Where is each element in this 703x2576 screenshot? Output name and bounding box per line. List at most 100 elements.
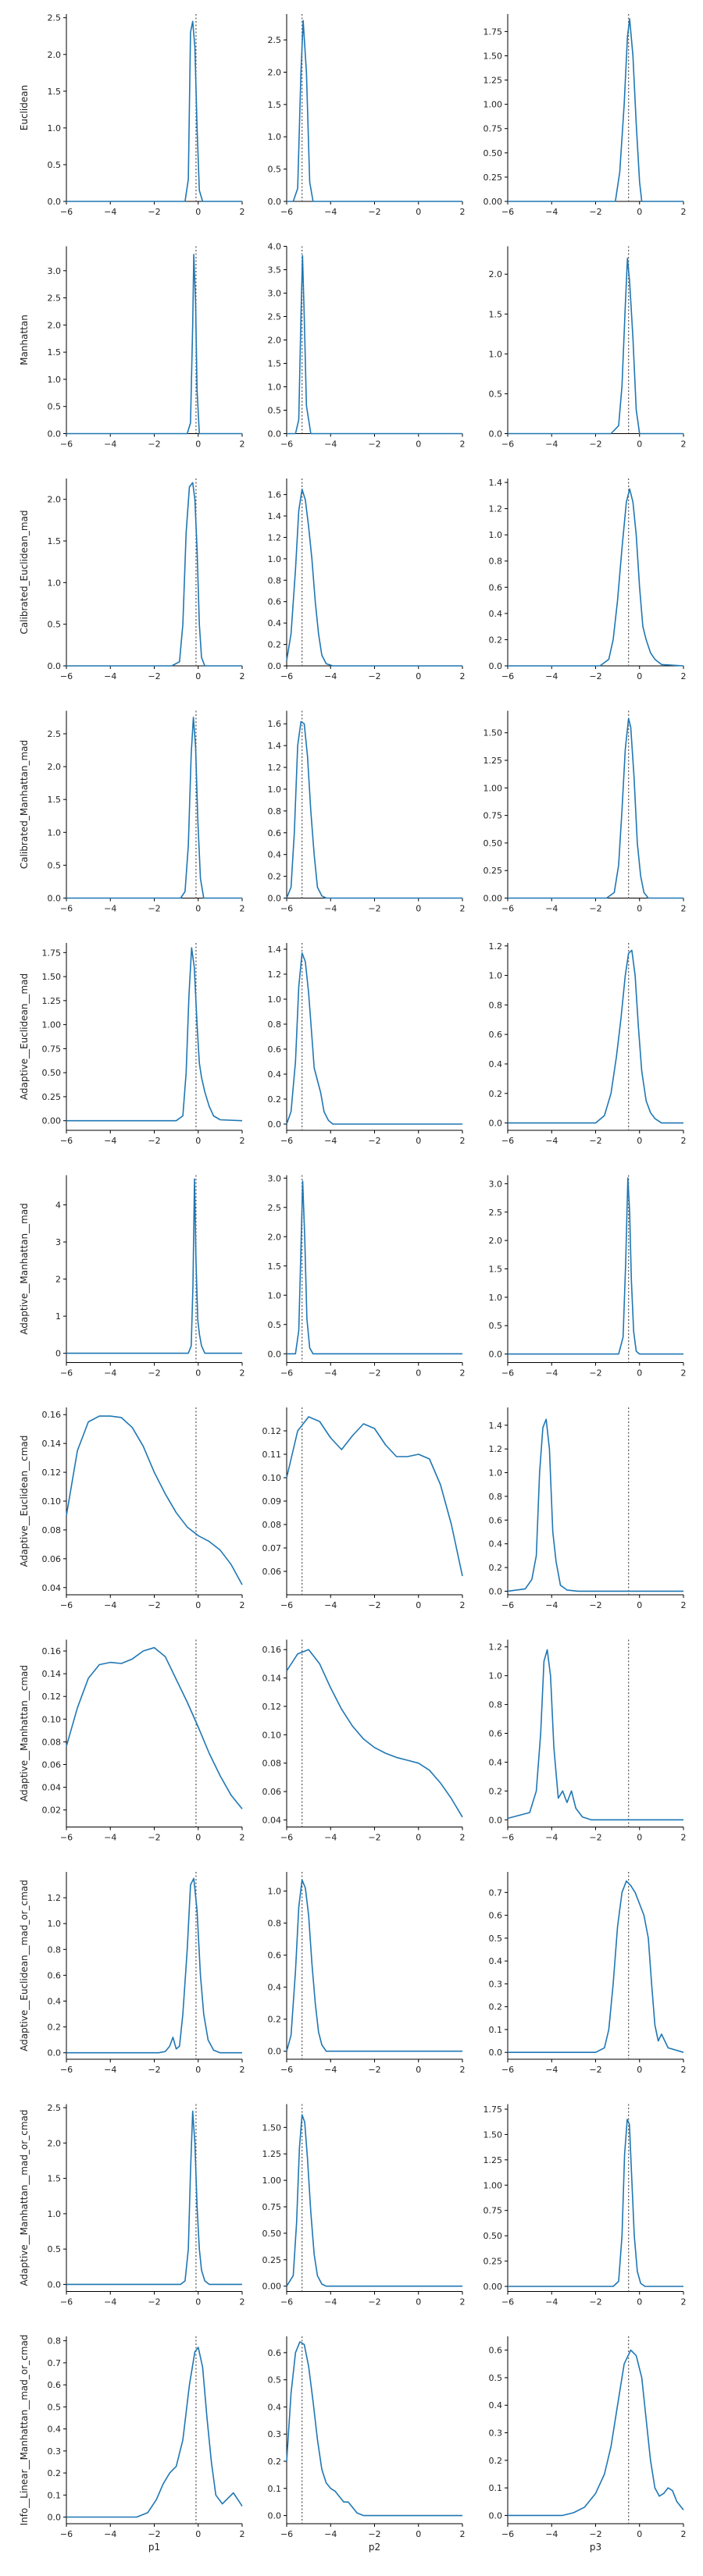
y-tick-label: 1.0 bbox=[268, 994, 282, 1005]
y-tick-label: 0.75 bbox=[262, 2202, 282, 2212]
y-tick-label: 0.8 bbox=[489, 1000, 503, 1010]
density-line bbox=[66, 2347, 243, 2518]
y-tick-label: 0.14 bbox=[42, 1669, 62, 1679]
x-tick-label: 2 bbox=[460, 904, 466, 914]
subplot-r6-c3: −6 −4 −2 0 2 0.0 0.5 1.0 1.5 2.0 2.5 3.0 bbox=[489, 1175, 687, 1379]
x-tick-label: −2 bbox=[148, 671, 160, 681]
x-tick-label: 0 bbox=[637, 904, 642, 914]
y-tick-label: 0.0 bbox=[489, 661, 503, 671]
y-tick-label: 1.2 bbox=[268, 532, 282, 543]
x-tick-label: −2 bbox=[148, 439, 160, 450]
y-tick-label: 0.4 bbox=[489, 1059, 503, 1069]
y-tick-label: 2.0 bbox=[48, 762, 62, 772]
x-tick-label: 2 bbox=[460, 671, 466, 681]
x-tick-label: 0 bbox=[195, 2529, 201, 2539]
y-tick-label: 1.50 bbox=[484, 728, 503, 738]
y-tick-label: 0.6 bbox=[489, 582, 503, 592]
x-tick-label: 2 bbox=[240, 2065, 245, 2075]
y-tick-label: 0.5 bbox=[48, 620, 62, 630]
y-tick-label: 0.16 bbox=[262, 1645, 282, 1655]
x-tick-label: −6 bbox=[60, 2065, 73, 2075]
x-tick-label: 2 bbox=[240, 1600, 245, 1610]
y-axis-label: Adaptive__Euclidean__mad_or_cmad bbox=[19, 1880, 30, 2051]
y-tick-label: 0.08 bbox=[42, 1737, 62, 1747]
x-tick-label: −2 bbox=[368, 207, 380, 217]
y-tick-label: 0.25 bbox=[42, 1092, 62, 1102]
density-line bbox=[507, 1649, 683, 1821]
x-tick-label: −6 bbox=[60, 1600, 73, 1610]
x-tick-label: 0 bbox=[195, 1368, 201, 1379]
x-tick-label: −4 bbox=[545, 2065, 558, 2075]
x-tick-label: −6 bbox=[280, 439, 293, 450]
subplot-r5-c1: −6 −4 −2 0 2 0.00 0.25 0.50 0.75 1.00 1.25 1.50 1.75… bbox=[19, 943, 245, 1146]
y-tick-label: 0.0 bbox=[268, 2511, 282, 2521]
subplot-r8-c3: −6 −4 −2 0 2 0.0 0.2 0.4 0.6 0.8 1.0 1.2 bbox=[489, 1639, 687, 1843]
y-tick-label: 1.0 bbox=[489, 1671, 503, 1681]
y-tick-label: 0.2 bbox=[48, 2468, 62, 2478]
x-tick-label: 0 bbox=[416, 2065, 421, 2075]
density-line bbox=[508, 1880, 684, 2053]
x-tick-label: −2 bbox=[148, 2529, 160, 2539]
x-tick-label: −2 bbox=[148, 904, 160, 914]
x-tick-label: 0 bbox=[637, 2297, 642, 2307]
x-tick-label: −6 bbox=[501, 2297, 514, 2307]
y-tick-label: 1.0 bbox=[48, 578, 62, 588]
x-tick-label: −2 bbox=[589, 207, 601, 217]
y-tick-label: 0.5 bbox=[268, 406, 282, 416]
x-tick-label: −6 bbox=[60, 1368, 73, 1379]
x-tick-label: −2 bbox=[148, 2297, 160, 2307]
x-tick-label: 0 bbox=[195, 439, 201, 450]
x-tick-label: −4 bbox=[545, 1368, 558, 1379]
x-tick-label: −4 bbox=[545, 1136, 558, 1146]
y-tick-label: 0 bbox=[55, 1349, 61, 1359]
density-line bbox=[66, 1178, 242, 1354]
y-tick-label: 3.0 bbox=[489, 1179, 503, 1189]
x-tick-label: −2 bbox=[368, 2065, 380, 2075]
y-tick-label: 1.5 bbox=[268, 359, 282, 369]
y-tick-label: 0.4 bbox=[489, 1539, 503, 1550]
y-tick-label: 0.5 bbox=[48, 860, 62, 870]
density-line bbox=[286, 2341, 462, 2517]
y-tick-label: 1.25 bbox=[484, 76, 503, 86]
x-tick-label: −4 bbox=[324, 1833, 337, 1843]
x-tick-label: −2 bbox=[368, 2297, 380, 2307]
x-tick-label: −4 bbox=[104, 1136, 116, 1146]
x-tick-label: 0 bbox=[637, 439, 642, 450]
y-tick-label: 0.0 bbox=[489, 2048, 503, 2058]
x-tick-label: −2 bbox=[368, 1600, 380, 1610]
x-tick-label: 2 bbox=[460, 207, 466, 217]
density-line bbox=[66, 947, 243, 1122]
y-tick-label: 0.25 bbox=[484, 173, 503, 183]
x-tick-label: 0 bbox=[195, 1833, 201, 1843]
y-tick-label: 2.5 bbox=[48, 729, 62, 739]
y-tick-label: 0.3 bbox=[268, 2429, 282, 2439]
x-tick-label: 0 bbox=[416, 904, 421, 914]
y-tick-label: 0.6 bbox=[268, 1951, 282, 1961]
y-tick-label: 0.0 bbox=[48, 2048, 62, 2058]
x-tick-label: 2 bbox=[681, 2065, 687, 2075]
x-tick-label: −6 bbox=[280, 2529, 293, 2539]
x-tick-label: 2 bbox=[240, 207, 245, 217]
y-tick-label: 0.0 bbox=[489, 1586, 503, 1596]
y-tick-label: 0.5 bbox=[489, 389, 503, 399]
x-tick-label: −6 bbox=[501, 671, 514, 681]
x-tick-label: −4 bbox=[324, 904, 337, 914]
y-tick-label: 2.0 bbox=[268, 67, 282, 77]
x-tick-label: −4 bbox=[324, 2065, 337, 2075]
density-line bbox=[66, 2110, 242, 2286]
y-tick-label: 3.0 bbox=[268, 1173, 282, 1183]
y-tick-label: 0.5 bbox=[489, 2373, 503, 2383]
y-tick-label: 0.1 bbox=[268, 2484, 282, 2494]
y-tick-label: 0.0 bbox=[489, 1119, 503, 1129]
y-tick-label: 0.5 bbox=[268, 165, 282, 175]
x-tick-label: −4 bbox=[104, 904, 116, 914]
x-tick-label: −6 bbox=[280, 2297, 293, 2307]
x-tick-label: 0 bbox=[637, 1136, 642, 1146]
y-tick-label: 0.5 bbox=[48, 2244, 62, 2254]
y-tick-label: 0.6 bbox=[489, 1030, 503, 1040]
y-axis-label: Adaptive__Manhattan__mad bbox=[19, 1203, 30, 1334]
y-tick-label: 0.0 bbox=[48, 894, 62, 904]
y-tick-label: 3 bbox=[55, 1237, 61, 1247]
x-tick-label: −6 bbox=[280, 1600, 293, 1610]
y-tick-label: 1.75 bbox=[42, 948, 62, 958]
